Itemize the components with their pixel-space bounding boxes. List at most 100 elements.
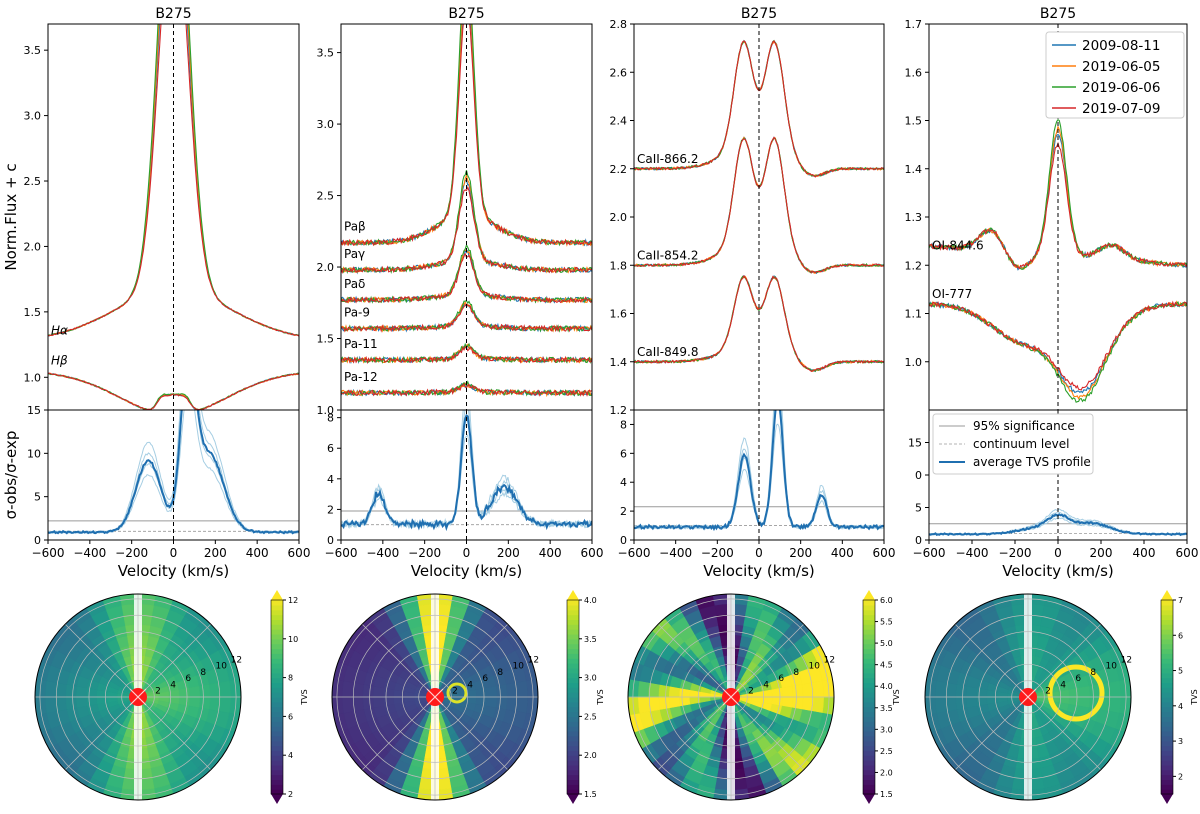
colorbar-segment [271,658,283,664]
polar-cell [188,685,201,698]
polar-grid-spoke [434,696,509,771]
line-label: Paγ [344,247,365,261]
polar-cell [218,680,231,698]
colorbar-segment [863,750,875,756]
colorbar-segment [271,726,283,732]
colorbar-outline [1160,599,1174,795]
polar-radial-label: 12 [1121,655,1132,665]
colorbar-tick-label: 3.0 [584,674,597,683]
panel-title: B275 [448,6,484,22]
polar-cell [178,687,190,698]
polar-cell [791,696,804,710]
polar-cell [791,684,804,698]
polar-cell [965,696,978,709]
colorbar-segment [567,764,579,771]
colorbar-segment [271,740,283,747]
colorbar-tick-label: 4.5 [880,661,893,670]
colorbar-segment [271,789,283,795]
polar-cell [342,680,355,698]
colorbar-segment [567,614,579,620]
colorbar-segment [1161,784,1173,790]
polar-cell [342,696,355,714]
polar-cell [1088,684,1101,698]
line-label: Hβ [51,354,68,368]
colorbar-segment [1161,745,1173,751]
colorbar-tick-label: 2.0 [584,751,597,760]
polar-radial-label: 10 [1106,662,1118,672]
colorbar-segment [1161,604,1173,611]
polar-cell [65,696,78,710]
colorbar-segment [1161,760,1173,766]
spectra-ytick-label: 3.0 [317,118,335,131]
spectrum-line-2019-07-09 [48,24,299,337]
polar-ring [1047,664,1105,722]
polar-cell [638,696,651,714]
star-cross-icon [722,688,740,706]
polar-cell [638,680,651,698]
colorbar-segment [863,692,875,698]
colorbar-segment [1161,789,1173,795]
polar-radial-label: 2 [452,687,458,697]
polar-outline [924,593,1132,801]
colorbar-segment [567,784,579,790]
colorbar-tick-label: 4 [288,751,293,760]
colorbar-segment [271,764,283,771]
colorbar-segment [863,740,875,747]
colorbar-segment [1161,609,1173,616]
colorbar-segment [567,769,579,776]
colorbar-segment [271,643,283,650]
colorbar-segment [1161,619,1173,625]
polar-grid-spoke [361,623,436,698]
colorbar-tick-label: 4 [1178,702,1183,711]
polar-radial-label: 6 [1075,674,1081,684]
colorbar-tick-label: 5.5 [880,618,893,627]
tvs-legend-label: average TVS profile [973,455,1091,469]
colorbar-segment [567,697,579,703]
spectra-ytick-label: 2.5 [317,190,335,203]
colorbar-segment [863,711,875,717]
polar-cell [668,696,681,709]
polar-cell [1108,696,1121,714]
polar-cell [976,696,988,707]
colorbar-segment [1161,663,1173,669]
colorbar-segment [271,624,283,630]
polar-ring [446,682,468,704]
colorbar-segment [863,667,875,674]
colorbar-segment [1161,735,1173,742]
colorbar-segment [567,619,579,625]
spectra-ytick-label: 2.0 [610,211,628,224]
legend-box [1045,31,1185,119]
colorbar-segment [271,716,283,722]
colorbar-segment [863,779,875,785]
colorbar-label: TVS [596,689,605,705]
colorbar-segment [567,755,579,761]
spectrum-line-2019-06-06 [341,170,592,274]
polar-outline [627,593,835,801]
colorbar-tick-label: 5.0 [880,639,893,648]
spectra-ytick-label: 2.0 [24,240,42,253]
polar-cell [495,696,508,710]
polar-grid-spoke [137,696,212,771]
colorbar-segment [271,755,283,761]
tvs-ytick-label: 0 [327,534,334,547]
star-cross-icon [1019,688,1037,706]
tvs-ytick-label: 10 [27,447,41,460]
colorbar-segment [1161,711,1173,717]
tvs-ytick-label: 6 [620,447,627,460]
colorbar-label: TVS [300,689,309,705]
polar-radial-label: 6 [185,674,191,684]
polar-grid-spoke [730,623,805,698]
colorbar-segment [567,682,579,688]
colorbar-segment [271,779,283,785]
colorbar-segment [1161,755,1173,761]
colorbar-segment [863,789,875,795]
spectra-ytick-label: 2.4 [610,115,628,128]
colorbar-tick-label: 6.0 [880,596,893,605]
colorbar-tick-label: 4.0 [880,682,893,691]
colorbar-segment [1161,706,1173,713]
tvs-average-profile [48,410,299,535]
colorbar-segment [271,614,283,620]
colorbar-segment [271,677,283,684]
tvs-xtick-label: 400 [831,546,854,560]
colorbar-segment [863,619,875,625]
